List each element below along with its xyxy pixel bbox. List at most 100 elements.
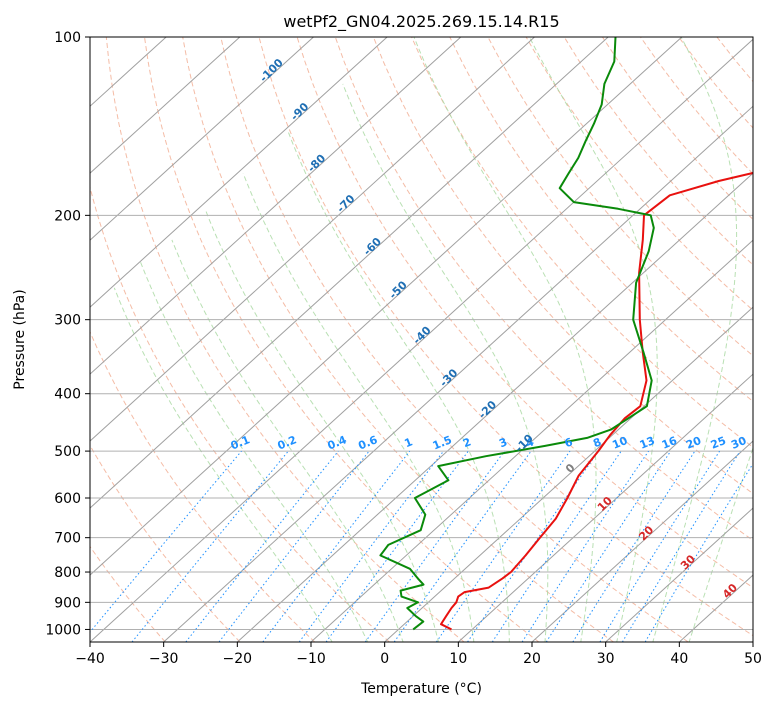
isotherm-line — [457, 373, 753, 642]
isotherm-label: -40 — [410, 324, 433, 347]
mixing-ratio-label: 0.1 — [229, 433, 252, 452]
dry-adiabat — [220, 37, 689, 642]
mixing-ratio-line — [131, 450, 289, 642]
isotherm-line — [384, 306, 753, 642]
isotherm-line — [163, 105, 753, 642]
isotherm-line — [90, 37, 241, 174]
y-tick-label: 300 — [54, 313, 81, 329]
dry-adiabat — [563, 37, 753, 266]
plot-frame — [89, 36, 754, 643]
mixing-ratio-line — [218, 450, 370, 642]
mixing-ratio-line — [599, 450, 721, 642]
mixing-ratio-label: 10 — [610, 434, 629, 452]
mixing-ratio-line — [325, 450, 469, 642]
moist-adiabat — [113, 287, 333, 642]
isotherm-line — [90, 37, 609, 509]
moist-adiabat — [528, 37, 658, 642]
x-tick-label: 10 — [449, 651, 467, 667]
isotherm-label: -80 — [305, 152, 328, 175]
y-tick-label: 400 — [54, 387, 81, 403]
dry-adiabat — [334, 37, 753, 541]
isotherm-line — [531, 440, 753, 642]
isotherm-line — [605, 507, 753, 642]
mixing-ratio-line — [185, 450, 339, 642]
mixing-ratio-label: 2 — [461, 435, 473, 450]
mixing-ratio-label: 16 — [660, 434, 679, 452]
isotherm-line — [90, 37, 314, 241]
y-axis-label: Pressure (hPa) — [12, 289, 28, 389]
temperature-trace — [440, 171, 753, 631]
series-layer — [379, 37, 753, 631]
mixing-ratio-line — [521, 450, 650, 642]
isotherm-label: 10 — [595, 494, 615, 514]
mixing-ratio-label: 13 — [638, 434, 657, 452]
isotherm-label: 40 — [720, 581, 740, 601]
moist-adiabat — [140, 262, 369, 642]
dry-adiabat — [601, 37, 753, 221]
mixing-ratio-line — [621, 450, 741, 642]
isotherm-line — [752, 641, 753, 642]
mixing-ratio-line — [545, 450, 672, 642]
y-axis: 100 200 300 400 500 600 700 800 900 1000 — [45, 30, 90, 638]
dry-adiabat — [640, 37, 753, 175]
x-tick-label: 40 — [670, 651, 688, 667]
mixing-ratio-label: 8 — [591, 435, 603, 450]
mixing-ratio-label: 3 — [497, 435, 509, 450]
dry-adiabat — [105, 37, 465, 642]
y-tick-label: 100 — [54, 30, 81, 46]
moist-adiabat — [342, 83, 549, 642]
isotherm-line — [236, 172, 753, 642]
isotherm-line — [310, 239, 753, 642]
x-tick-label: 50 — [744, 651, 762, 667]
dewpoint-trace — [379, 37, 655, 631]
dry-adiabat — [90, 330, 316, 642]
mixing-ratio-label: 20 — [684, 434, 703, 452]
mixing-ratio-label: 1 — [403, 435, 415, 450]
dry-adiabat — [525, 37, 753, 311]
isotherm-line — [90, 37, 388, 308]
mixing-ratio-label: 0.6 — [356, 433, 379, 452]
isotherm-label: -90 — [288, 100, 311, 123]
moist-adiabat — [652, 37, 738, 642]
dry-adiabat — [296, 37, 753, 589]
mixing-ratio-line — [467, 450, 599, 642]
mixing-ratio-line — [90, 450, 242, 633]
isotherm-label: -20 — [476, 398, 499, 421]
mixing-ratio-label: 25 — [709, 434, 728, 452]
mixing-ratio-label: 6 — [563, 435, 575, 450]
isotherm-line — [90, 37, 683, 576]
annotation-layer: 0.1 0.2 0.4 0.6 1 1.5 2 3 4 6 8 10 13 16 20 25 30-100-90… — [229, 56, 749, 601]
isotherm-line — [90, 38, 753, 642]
dry-adiabat — [755, 37, 775, 642]
x-tick-label: −40 — [75, 651, 105, 667]
mixing-ratio-line — [393, 450, 532, 642]
y-tick-label: 500 — [54, 444, 81, 460]
x-tick-label: 20 — [523, 651, 541, 667]
moist-adiabat — [204, 208, 440, 642]
dry-adiabat — [258, 37, 753, 637]
mixing-ratio-line — [435, 450, 571, 642]
isotherm-label: 20 — [636, 523, 656, 543]
dry-adiabat — [487, 37, 753, 357]
moist-adiabat — [242, 173, 475, 642]
x-axis-label: Temperature (°C) — [360, 681, 482, 697]
dry-adiabat — [144, 37, 540, 642]
isotherm-label: -60 — [361, 235, 384, 258]
y-tick-label: 600 — [54, 491, 81, 507]
y-tick-label: 1000 — [45, 622, 81, 638]
mixing-ratio-label: 0.4 — [326, 433, 349, 452]
mixing-ratio-label: 1.5 — [431, 433, 454, 452]
dry-adiabat — [182, 37, 614, 642]
moist-adiabat — [688, 446, 753, 642]
chart-title: wetPf2_GN04.2025.269.15.14.R15 — [283, 12, 559, 32]
x-tick-label: 0 — [380, 651, 389, 667]
isotherm-label: -70 — [334, 192, 357, 215]
dry-adiabat — [449, 37, 753, 402]
moist-adiabat — [171, 239, 404, 642]
mixing-ratio-label: 0.2 — [276, 433, 299, 452]
x-tick-label: −20 — [223, 651, 253, 667]
mixing-ratio-line — [572, 450, 696, 642]
mixing-ratio-label: 30 — [729, 434, 748, 452]
isotherm-line — [90, 37, 462, 375]
